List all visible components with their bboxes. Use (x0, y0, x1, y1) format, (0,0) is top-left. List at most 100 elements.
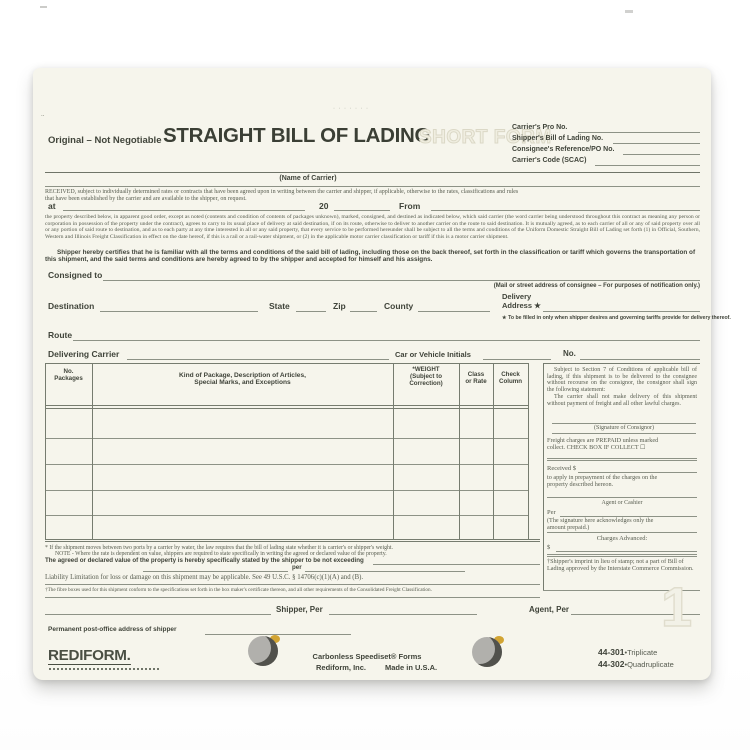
registration-dots: .. (41, 110, 45, 118)
year-line (334, 210, 390, 211)
delivery-address-label: Address ★ (502, 301, 541, 310)
per-line (560, 516, 697, 517)
year-prefix: 20 (319, 201, 329, 211)
code-suffix: •Quadruplicate (624, 660, 674, 669)
table-column-line (393, 363, 394, 539)
liability-limitation-note: Liability Limitation for loss or damage … (45, 574, 364, 581)
product-code-quadruplicate: 44-302•Quadruplicate (598, 659, 674, 669)
charges-double-rule (547, 554, 697, 555)
received-amount-label: Received $ (547, 465, 577, 472)
scan-artifact (40, 6, 47, 8)
panel-double-rule (547, 460, 697, 461)
rediform-logo-hatch (49, 668, 161, 670)
delivery-address-footnote: ★ To be filled in only when shipper desi… (502, 315, 731, 321)
carriers-pro-no-line (578, 132, 700, 133)
per-note-underrule (547, 532, 697, 533)
agent-per-label: Agent, Per (529, 605, 570, 614)
consignees-reference-label: Consignee's Reference/PO No. (512, 146, 615, 153)
product-code-triplicate: 44-301•Triplicate (598, 647, 657, 657)
per-right-line (305, 571, 465, 572)
table-row-rule (45, 438, 528, 439)
shippers-bol-no-line (613, 143, 700, 144)
short-form-ghost-text: SHORT FORM (419, 127, 552, 149)
table-column-line (459, 363, 460, 539)
table-column-line (92, 363, 93, 539)
table-border-left (45, 363, 46, 539)
carrier-name-line (45, 172, 700, 173)
carriers-code-label: Carrier's Code (SCAC) (512, 157, 587, 164)
destination-line (100, 311, 258, 312)
punch-hole-glint (270, 635, 280, 643)
punch-hole (248, 636, 278, 666)
consignee-address-note: (Mail or street address of consignee – F… (493, 283, 700, 289)
charges-dollar-label: $ (547, 544, 551, 551)
charges-advanced-label: Charges Advanced: (596, 535, 648, 542)
agent-per-line (571, 614, 700, 615)
panel-top-rule (543, 363, 700, 364)
notes-bottom-rule (45, 597, 540, 598)
zip-line (350, 311, 377, 312)
code-number: 44-302 (598, 659, 625, 669)
agent-cashier-line (547, 497, 697, 498)
shipper-certification-clause: Shipper hereby certifies that he is fami… (45, 249, 696, 264)
rediform-logo: REDIFORM. (48, 648, 131, 665)
table-row-rule (45, 464, 528, 465)
punch-hole-glint (494, 636, 504, 644)
section7-clause: Subject to Section 7 of Conditions of ap… (547, 367, 697, 394)
table-header-check-column: Check Column (498, 371, 523, 385)
permanent-address-line (205, 634, 351, 635)
received-amount-line (578, 472, 697, 473)
table-header-no-packages: No. Packages (54, 368, 83, 382)
signature-of-consignor-label: (Signature of Consignor) (594, 425, 654, 431)
prepayment-text: to apply in prepayment of the charges on… (547, 474, 658, 488)
declared-value-note: NOTE - Where the rate is dependent on va… (55, 551, 387, 557)
code-suffix: •Triplicate (624, 648, 658, 657)
shipper-signature-line (45, 614, 271, 615)
delivering-carrier-line (127, 359, 389, 360)
per-left-line (143, 571, 288, 572)
table-row-rule (45, 490, 528, 491)
fibre-boxes-note: †The fibre boxes used for this shipment … (45, 587, 432, 593)
received-clause: RECEIVED, subject to individually determ… (45, 189, 519, 202)
property-clause: the property described below, in apparen… (45, 214, 700, 240)
notes-divider-rule (45, 584, 540, 585)
table-header-weight: *WEIGHT (Subject to Correction) (409, 366, 443, 387)
per-label: Per (547, 509, 556, 516)
carbonless-speediset-label: Carbonless Speediset® Forms (312, 652, 422, 661)
delivering-carrier-label: Delivering Carrier (48, 349, 120, 359)
county-line (418, 311, 490, 312)
table-bottom-rule (45, 539, 540, 540)
panel-bottom-rule (543, 590, 700, 591)
state-line (296, 311, 326, 312)
car-or-vehicle-initials-label: Car or Vehicle Initials (395, 350, 471, 359)
table-top-rule (45, 363, 528, 364)
at-label: at (48, 201, 56, 211)
made-in-usa-label: Made in U.S.A. (385, 663, 438, 672)
vehicle-no-label: No. (563, 349, 576, 358)
vehicle-no-line (580, 359, 700, 360)
delivery-label: Delivery (502, 292, 532, 301)
perforation-dots: · · · · · · · (333, 106, 369, 112)
from-line (431, 210, 700, 211)
sheet-number-watermark: 1 (660, 574, 693, 638)
at-line (63, 210, 305, 211)
header-divider-line (45, 186, 700, 187)
charges-line (556, 551, 697, 552)
car-or-vehicle-initials-line (483, 359, 551, 360)
original-not-negotiable-label: Original – Not Negotiable (48, 135, 162, 146)
destination-label: Destination (48, 301, 95, 311)
scan-artifact (625, 10, 633, 13)
consigned-to-line (103, 280, 700, 281)
route-line (73, 340, 700, 341)
per-note: (The signature here acknowledges only th… (547, 517, 654, 531)
table-header-rule (45, 405, 528, 406)
state-label: State (269, 301, 290, 311)
rediform-inc-label: Rediform, Inc. (315, 663, 366, 672)
zip-label: Zip (333, 301, 346, 311)
declared-value-line (373, 564, 540, 565)
table-border-right (528, 363, 529, 539)
declared-value-statement: The agreed or declared value of the prop… (45, 557, 364, 564)
code-number: 44-301 (598, 647, 625, 657)
delivery-address-line (543, 311, 700, 312)
